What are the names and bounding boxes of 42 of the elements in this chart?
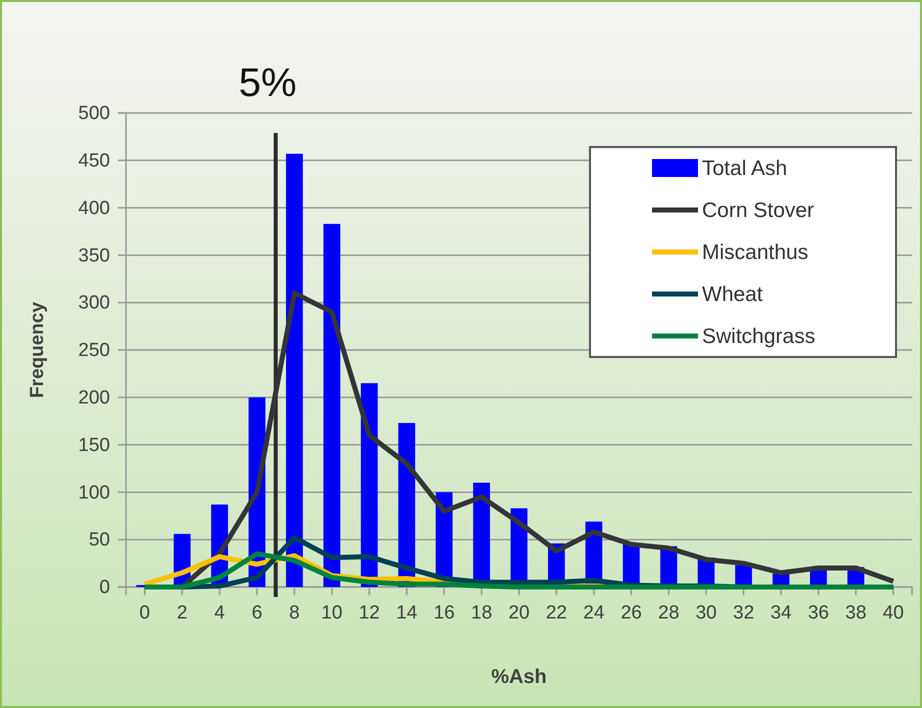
- x-tick-label: 8: [289, 602, 300, 624]
- y-tick-label: 200: [78, 387, 110, 408]
- x-tick-label: 22: [546, 602, 567, 624]
- x-tick-label: 26: [620, 602, 642, 624]
- x-tick-label: 18: [471, 602, 492, 624]
- y-tick-label: 50: [88, 530, 110, 551]
- bar: [323, 224, 340, 587]
- x-tick-label: 30: [696, 602, 717, 624]
- x-tick-label: 32: [733, 602, 754, 624]
- x-tick-label: 24: [583, 602, 605, 624]
- y-axis-title: Frequency: [27, 302, 48, 398]
- legend-label: Switchgrass: [702, 325, 816, 348]
- x-tick-label: 20: [508, 602, 530, 624]
- x-tick-label: 0: [139, 602, 150, 624]
- x-tick-label: 6: [252, 602, 262, 624]
- x-tick-label: 12: [358, 602, 380, 624]
- x-tick-label: 2: [176, 602, 188, 624]
- legend-label: Total Ash: [702, 157, 788, 180]
- x-tick-label: 40: [882, 602, 904, 624]
- x-tick-label: 38: [845, 602, 866, 624]
- x-tick-label: 36: [808, 602, 829, 624]
- y-tick-label: 150: [78, 434, 110, 456]
- legend-label: Corn Stover: [702, 199, 814, 222]
- x-tick-label: 14: [396, 602, 418, 624]
- y-tick-label: 0: [99, 577, 110, 598]
- x-axis-title: %Ash: [491, 666, 547, 688]
- x-tick-label: 34: [770, 602, 792, 624]
- legend-label: Wheat: [702, 283, 763, 306]
- y-tick-label: 450: [78, 150, 110, 172]
- y-tick-label: 100: [78, 482, 110, 504]
- y-tick-label: 250: [78, 340, 110, 362]
- text: 5%: [238, 61, 297, 105]
- x-tick-label: 10: [321, 602, 342, 624]
- x-tick-label: 16: [434, 602, 455, 624]
- y-tick-label: 400: [78, 198, 110, 219]
- y-tick-label: 300: [78, 292, 110, 314]
- x-tick-label: 28: [658, 602, 680, 624]
- x-tick-label: 4: [214, 602, 226, 624]
- y-tick-label: 500: [78, 103, 110, 124]
- bar: [286, 154, 303, 587]
- legend-label: Miscanthus: [702, 241, 808, 264]
- y-tick-label: 350: [78, 245, 110, 266]
